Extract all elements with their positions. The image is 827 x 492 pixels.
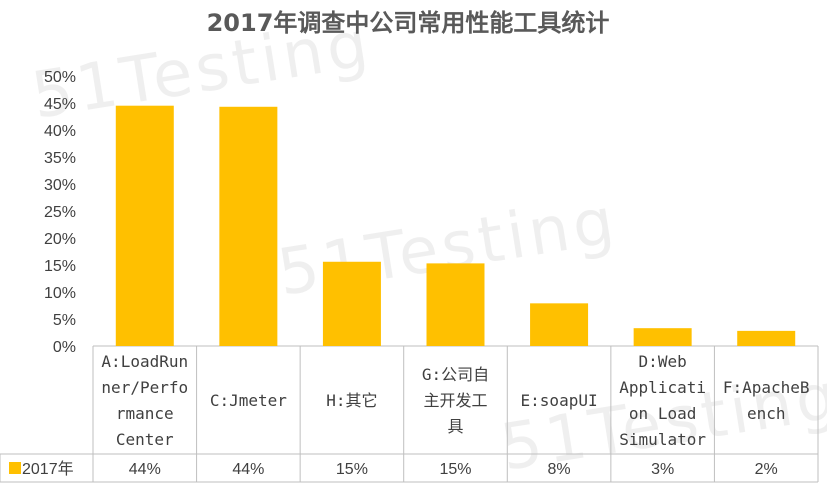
data-value-label: 15% [439,461,471,478]
bar-1 [115,105,174,346]
y-tick-label: 0% [53,339,76,356]
category-label: D:Web [639,352,687,371]
category-label: A:LoadRun [101,352,188,371]
data-value-label: 3% [651,461,674,478]
bar-4 [426,263,485,346]
y-tick-label: 45% [44,96,76,113]
bar-3 [322,261,381,346]
category-label: G:公司自 [422,365,489,384]
category-label: rmance [116,404,174,423]
category-label: ner/Perfo [101,378,188,397]
category-label: ench [747,404,786,423]
watermark-text: 51Testing [27,7,377,134]
category-label: 主开发工 [423,391,487,410]
data-value-label: 44% [232,461,264,478]
data-value-label: 2% [755,461,778,478]
data-value-label: 15% [336,461,368,478]
y-tick-label: 30% [44,177,76,194]
category-label: Center [116,430,174,449]
y-tick-label: 25% [44,204,76,221]
category-label: 具 [447,417,463,436]
y-tick-label: 20% [44,231,76,248]
y-tick-label: 50% [44,69,76,86]
legend-swatch [9,462,21,474]
data-table-row: 2017年 44% 44% 15% 15% 8% 3% 2% [9,460,778,478]
x-axis-categories: A:LoadRun ner/Perfo rmance Center C:Jmeter H:… [101,352,809,449]
bars [115,105,796,346]
series-name: 2017年 [22,460,74,478]
bar-6 [633,328,692,346]
category-label: on Load [629,404,696,423]
category-label: H:其它 [326,391,377,410]
y-tick-label: 10% [44,285,76,302]
y-tick-label: 40% [44,123,76,140]
data-value-label: 44% [129,461,161,478]
bar-5 [530,303,589,346]
chart-title: 2017年调查中公司常用性能工具统计 [207,9,610,37]
y-tick-label: 15% [44,258,76,275]
y-axis: 0% 5% 10% 15% 20% 25% 30% 35% 40% 45% 50% [44,69,76,356]
category-label: E:soapUI [521,391,598,410]
category-label: C:Jmeter [210,391,287,410]
data-value-label: 8% [548,461,571,478]
bar-7 [737,330,796,346]
category-label: Applicati [619,378,706,397]
y-tick-label: 35% [44,150,76,167]
bar-2 [219,106,278,346]
y-tick-label: 5% [53,312,76,329]
category-label: F:ApacheB [723,378,810,397]
category-label: Simulator [619,430,706,449]
